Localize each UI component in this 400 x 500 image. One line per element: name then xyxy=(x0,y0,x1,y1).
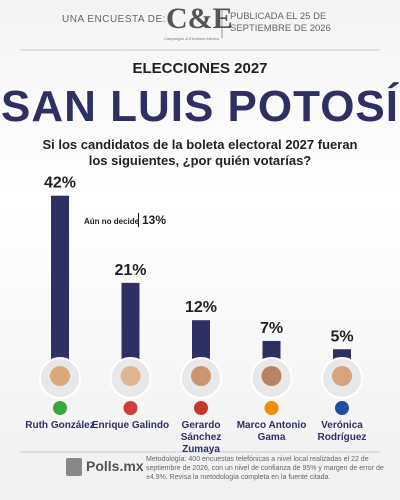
value-label: 12% xyxy=(185,299,217,316)
undecided-label: Aún no decide xyxy=(84,217,140,226)
party-logo xyxy=(264,401,279,415)
candidate-name: Ruth González xyxy=(25,420,95,431)
methodology: Metodología: 400 encuestas telefónicas a… xyxy=(146,456,384,481)
brand: Polls.mx xyxy=(86,458,144,474)
subtitle: Si los candidatos de la boleta electoral… xyxy=(42,137,358,168)
party-logo xyxy=(123,401,138,415)
value-label: 21% xyxy=(114,262,146,279)
logo: C&E xyxy=(166,2,233,35)
bar xyxy=(51,195,69,370)
avatar-face xyxy=(332,366,352,386)
bar xyxy=(121,282,140,370)
avatar-face xyxy=(261,366,282,386)
value-label: 7% xyxy=(260,320,283,337)
undecided-value: 13% xyxy=(138,213,166,227)
avatar-face xyxy=(191,366,211,386)
logo-sub: Campaigns & Elections México xyxy=(164,36,220,41)
candidate-name: Gerardo Sánchez Zumaya xyxy=(180,420,222,455)
candidate-name: Verónica Rodríguez xyxy=(317,420,367,443)
candidate-name: Marco Antonio Gama xyxy=(236,420,307,443)
polls-icon xyxy=(66,458,82,476)
intro: UNA ENCUESTA DE: xyxy=(62,14,166,25)
party-logo xyxy=(335,401,349,415)
kicker: ELECCIONES 2027 xyxy=(132,60,268,77)
chart-title: SAN LUIS POTOSÍ xyxy=(0,82,400,131)
party-logo xyxy=(194,401,208,415)
avatar-face xyxy=(120,366,141,386)
candidate-name: Enrique Galindo xyxy=(91,420,170,431)
value-label: 42% xyxy=(44,175,76,192)
value-label: 5% xyxy=(330,328,353,345)
party-logo xyxy=(53,401,67,415)
avatar-face xyxy=(50,366,70,386)
published: PUBLICADA EL 25 DE SEPTIEMBRE DE 2026 xyxy=(230,11,331,34)
